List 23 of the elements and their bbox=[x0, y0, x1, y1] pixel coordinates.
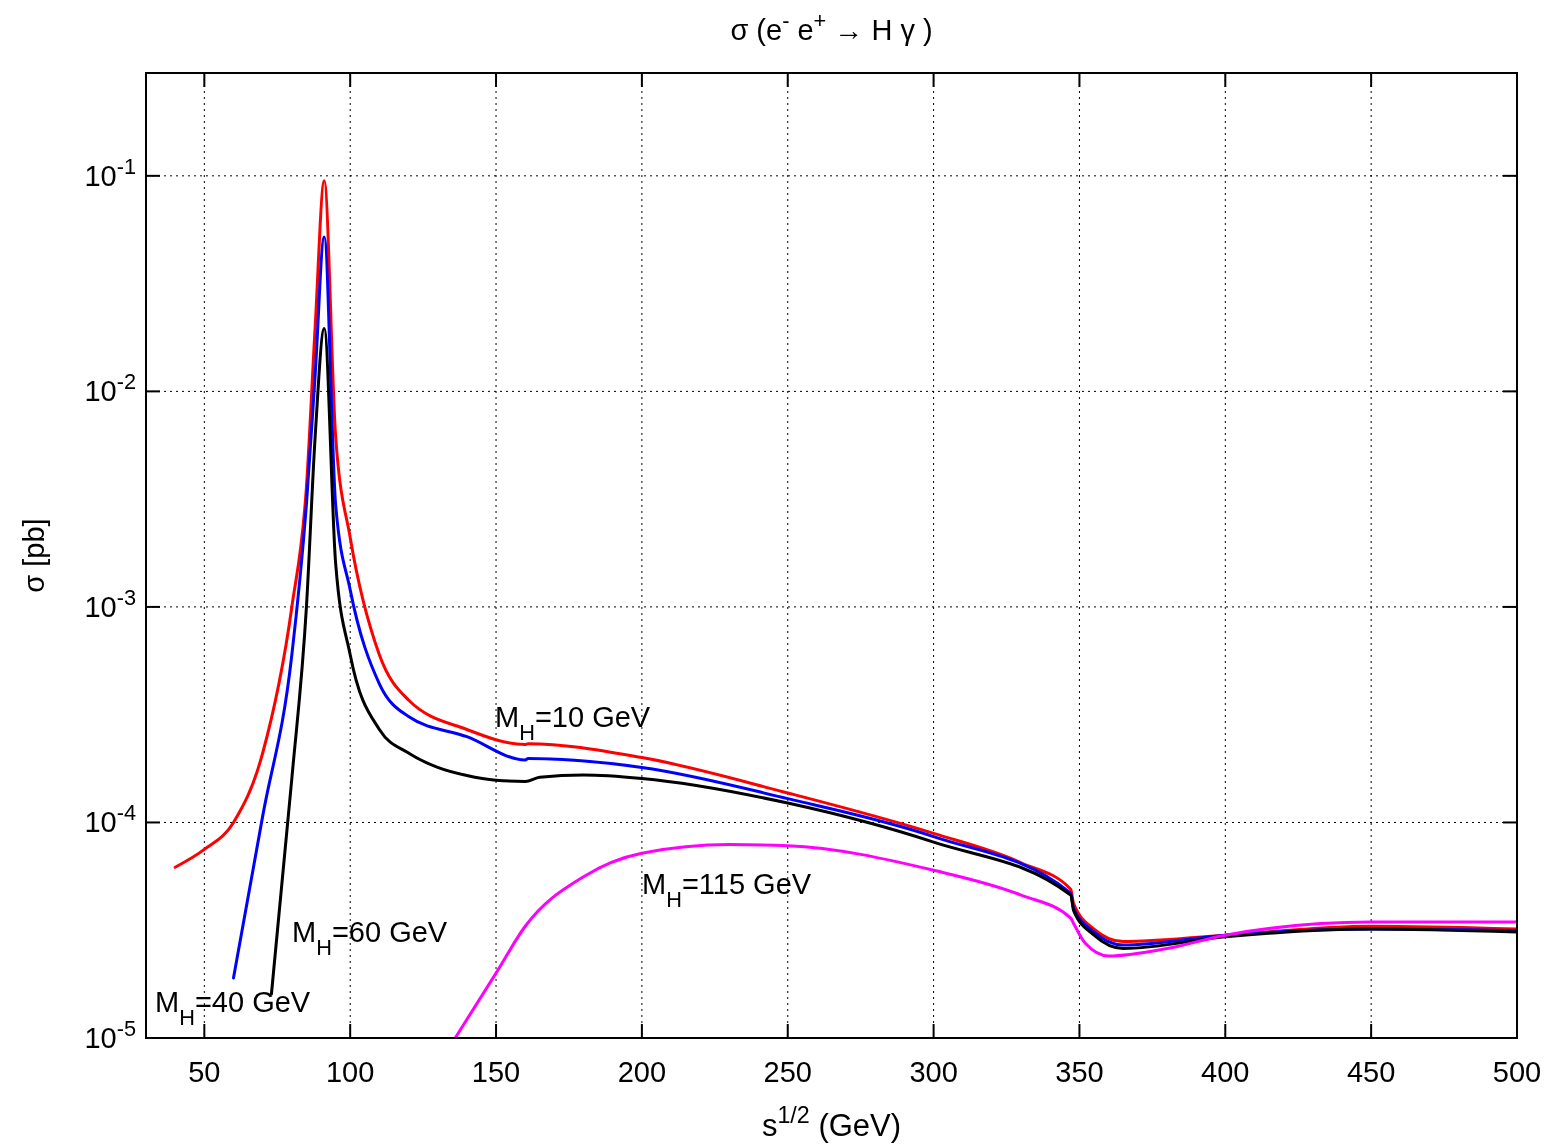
y-tick-label: 10$^{-1}$ bbox=[84, 153, 136, 192]
x-tick-label: 100 bbox=[326, 1056, 375, 1088]
x-tick-label: 250 bbox=[763, 1056, 812, 1088]
x-tick-label: 400 bbox=[1201, 1056, 1250, 1088]
x-tick-label: 200 bbox=[617, 1056, 667, 1088]
series-label: M$_{H}$=60 GeV bbox=[292, 916, 448, 960]
series-label: M$_{H}$=40 GeV bbox=[155, 986, 311, 1030]
x-tick-label: 350 bbox=[1055, 1056, 1104, 1088]
chart-title: σ (e$^{-}$ e$^{+}$ → H γ ) bbox=[730, 7, 933, 46]
y-tick-label: 10$^{-3}$ bbox=[84, 584, 136, 623]
y-axis-title: σ [pb] bbox=[18, 518, 50, 593]
y-tick-label: 10$^{-2}$ bbox=[84, 368, 136, 408]
line-series bbox=[453, 843, 1517, 1038]
y-tick-label: 10$^{-4}$ bbox=[84, 799, 136, 839]
x-tick-label: 50 bbox=[188, 1056, 221, 1088]
x-tick-label: 300 bbox=[909, 1056, 958, 1088]
x-tick-label: 450 bbox=[1346, 1056, 1396, 1088]
x-tick-label: 150 bbox=[471, 1056, 521, 1088]
x-axis-title: s$^{1/2}$ (GeV) bbox=[761, 1102, 902, 1143]
series-label: M$_{H}$=10 GeV bbox=[495, 701, 651, 745]
series-label: M$_{H}$=115 GeV bbox=[642, 868, 812, 912]
x-tick-label: 500 bbox=[1492, 1056, 1542, 1088]
y-tick-label: 10$^{-5}$ bbox=[84, 1015, 136, 1054]
